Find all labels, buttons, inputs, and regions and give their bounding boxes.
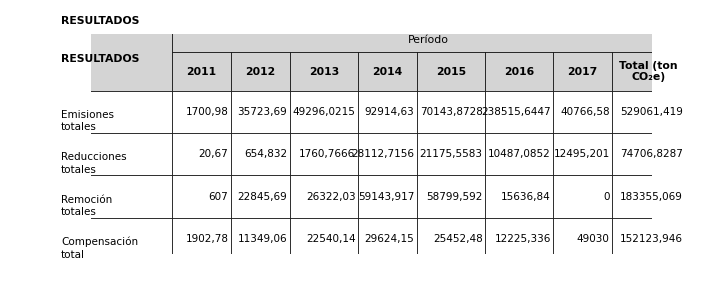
Bar [612, 133, 685, 176]
Text: 21175,5583: 21175,5583 [420, 149, 483, 159]
Text: 26322,03: 26322,03 [306, 192, 355, 202]
Bar [553, 218, 612, 260]
Bar [485, 133, 553, 176]
Text: 28112,7156: 28112,7156 [351, 149, 414, 159]
Bar [231, 218, 290, 260]
Text: 0: 0 [603, 192, 610, 202]
Bar [417, 176, 485, 218]
Text: 22845,69: 22845,69 [237, 192, 287, 202]
Text: 654,832: 654,832 [244, 149, 287, 159]
Text: Total (ton
CO₂e): Total (ton CO₂e) [619, 61, 678, 82]
Text: 12495,201: 12495,201 [554, 149, 610, 159]
Bar [172, 91, 231, 133]
Text: 20,67: 20,67 [198, 149, 229, 159]
Bar [553, 133, 612, 176]
Text: 1760,7666: 1760,7666 [299, 149, 355, 159]
Text: 2017: 2017 [568, 66, 598, 77]
Bar [57, 176, 172, 218]
Text: 10487,0852: 10487,0852 [488, 149, 551, 159]
Bar [485, 91, 553, 133]
Bar [612, 91, 685, 133]
Bar [553, 176, 612, 218]
Bar [358, 133, 417, 176]
Bar [612, 218, 685, 260]
Bar [57, 28, 172, 91]
Text: 58799,592: 58799,592 [426, 192, 483, 202]
Text: Compensación
total: Compensación total [61, 237, 138, 260]
Text: 607: 607 [209, 192, 229, 202]
Bar [485, 218, 553, 260]
Text: 35723,69: 35723,69 [237, 107, 287, 117]
Text: 1902,78: 1902,78 [185, 234, 229, 244]
Bar [172, 176, 231, 218]
Bar [57, 91, 172, 133]
Bar [290, 176, 358, 218]
Text: 238515,6447: 238515,6447 [481, 107, 551, 117]
Text: 49296,0215: 49296,0215 [292, 107, 355, 117]
Bar [172, 52, 231, 91]
Text: 29624,15: 29624,15 [365, 234, 414, 244]
Text: Remoción
totales: Remoción totales [61, 195, 112, 217]
Text: 70143,8728: 70143,8728 [420, 107, 483, 117]
Bar [417, 91, 485, 133]
Text: 40766,58: 40766,58 [560, 107, 610, 117]
Bar [290, 91, 358, 133]
Bar [485, 176, 553, 218]
Bar [172, 133, 231, 176]
Text: RESULTADOS: RESULTADOS [61, 16, 140, 26]
Text: 1700,98: 1700,98 [185, 107, 229, 117]
Text: 11349,06: 11349,06 [237, 234, 287, 244]
Bar [290, 133, 358, 176]
Bar [290, 52, 358, 91]
Text: 152123,946: 152123,946 [620, 234, 683, 244]
Bar [358, 91, 417, 133]
Text: 22540,14: 22540,14 [306, 234, 355, 244]
Bar [172, 218, 231, 260]
Text: 2011: 2011 [186, 66, 216, 77]
Bar [172, 28, 685, 52]
Bar [417, 52, 485, 91]
Text: 25452,48: 25452,48 [433, 234, 483, 244]
Text: 2014: 2014 [372, 66, 403, 77]
Bar [612, 176, 685, 218]
Text: Emisiones
totales: Emisiones totales [61, 110, 114, 133]
Text: 2016: 2016 [504, 66, 534, 77]
Text: 74706,8287: 74706,8287 [620, 149, 683, 159]
Bar [358, 218, 417, 260]
Text: RESULTADOS: RESULTADOS [61, 54, 140, 64]
Bar [290, 218, 358, 260]
Bar [358, 52, 417, 91]
Bar [231, 91, 290, 133]
Text: Reducciones
totales: Reducciones totales [61, 152, 127, 175]
Bar [57, 218, 172, 260]
Text: 49030: 49030 [577, 234, 610, 244]
Bar [553, 91, 612, 133]
Bar [612, 52, 685, 91]
Text: 2012: 2012 [245, 66, 275, 77]
Bar [231, 176, 290, 218]
Bar [358, 176, 417, 218]
Text: 2015: 2015 [436, 66, 466, 77]
Bar [57, 133, 172, 176]
Text: Período: Período [408, 35, 449, 45]
Bar [485, 52, 553, 91]
Text: 59143,917: 59143,917 [358, 192, 414, 202]
Text: 529061,419: 529061,419 [620, 107, 683, 117]
Text: 183355,069: 183355,069 [620, 192, 683, 202]
Bar [231, 133, 290, 176]
Text: 15636,84: 15636,84 [501, 192, 551, 202]
Text: 92914,63: 92914,63 [365, 107, 414, 117]
Bar [417, 218, 485, 260]
Bar [553, 52, 612, 91]
Bar [417, 133, 485, 176]
Text: 2013: 2013 [308, 66, 339, 77]
Text: 12225,336: 12225,336 [494, 234, 551, 244]
Bar [231, 52, 290, 91]
